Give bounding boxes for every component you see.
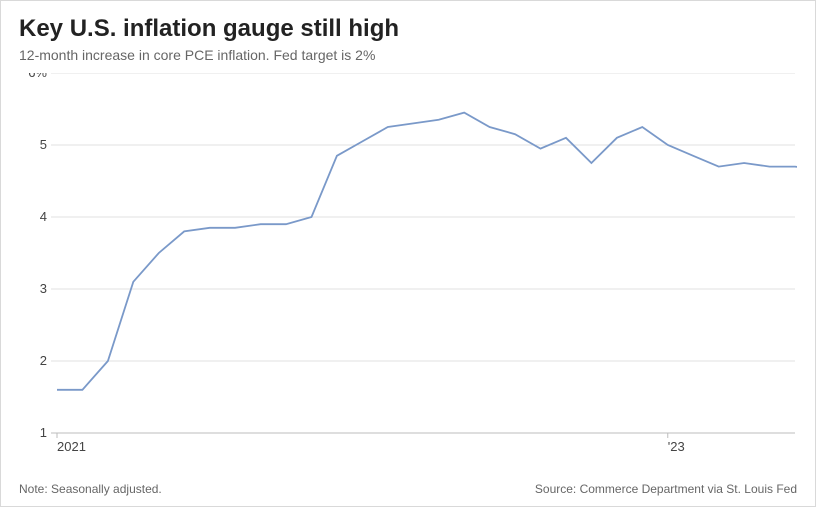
x-axis-label: 2021	[57, 439, 86, 454]
inflation-series-line	[57, 113, 797, 390]
chart-container: Key U.S. inflation gauge still high 12-m…	[0, 0, 816, 507]
chart-source: Source: Commerce Department via St. Loui…	[535, 482, 797, 496]
y-axis-label: 6%	[28, 73, 47, 80]
x-axis-label: '23	[668, 439, 685, 454]
chart-title: Key U.S. inflation gauge still high	[19, 15, 797, 43]
y-axis-label: 3	[40, 281, 47, 296]
y-axis-label: 2	[40, 353, 47, 368]
line-chart-svg: 1 2 3 4 5 6% 2021 '23	[19, 73, 797, 473]
chart-footer: Note: Seasonally adjusted. Source: Comme…	[19, 482, 797, 496]
chart-note: Note: Seasonally adjusted.	[19, 482, 162, 496]
y-axis-label: 1	[40, 425, 47, 440]
chart-subtitle: 12-month increase in core PCE inflation.…	[19, 47, 797, 63]
y-axis-label: 5	[40, 137, 47, 152]
chart-plot-area: 1 2 3 4 5 6% 2021 '23	[19, 73, 797, 473]
y-axis-label: 4	[40, 209, 47, 224]
